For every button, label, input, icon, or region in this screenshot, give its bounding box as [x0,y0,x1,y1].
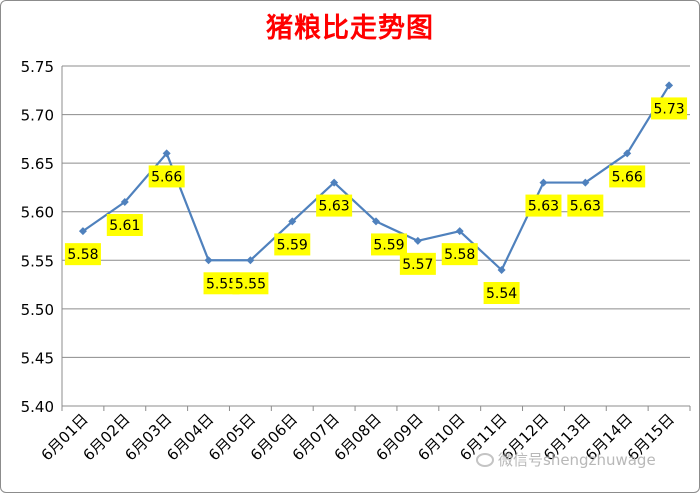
y-tick-label: 5.55 [21,252,54,270]
data-point [120,198,129,206]
data-label-box [148,165,185,188]
data-label-box [609,165,646,188]
wechat-icon [476,453,494,467]
data-label-box [371,233,407,256]
data-point [204,256,213,265]
data-label: 5.55 [235,276,266,292]
data-label: 5.59 [277,237,308,253]
data-label-box [567,194,604,217]
data-point [246,256,255,265]
data-label: 5.59 [373,237,404,253]
y-tick-label: 5.50 [21,301,54,319]
data-label: 5.55 [206,276,237,292]
data-label-box [525,194,562,217]
data-label: 5.63 [319,199,350,215]
data-point [581,178,590,187]
data-point [78,227,87,236]
y-tick-label: 5.40 [21,398,54,416]
data-label: 5.57 [402,257,433,273]
data-point [455,227,464,236]
data-label: 5.66 [151,169,182,185]
data-label: 5.58 [67,247,98,263]
data-point [497,266,506,274]
data-point [162,149,171,158]
y-tick-label: 5.60 [21,204,54,222]
data-point [539,178,548,187]
data-point [288,217,297,226]
data-label-box [651,97,688,120]
data-point [665,81,674,90]
data-label-box [274,233,311,256]
data-label-box [483,282,520,304]
data-label: 5.73 [653,101,684,117]
y-tick-label: 5.70 [21,107,54,125]
data-label-box [399,252,436,275]
data-label: 5.63 [528,199,559,215]
data-label: 5.58 [444,247,475,263]
data-label: 5.61 [109,218,140,234]
data-point [372,217,380,226]
data-label-box [316,194,353,217]
data-label-box [64,243,101,266]
data-label: 5.63 [570,199,601,215]
watermark-text: 微信号shengzhuwage [498,451,656,469]
data-label-box [232,272,269,295]
y-tick-label: 5.65 [21,155,54,173]
data-label-box [203,272,240,295]
data-label-box [441,243,478,266]
y-tick-label: 5.45 [21,349,54,367]
data-point [623,149,632,158]
watermark: 微信号shengzhuwage [476,449,656,470]
y-tick-label: 5.75 [21,58,54,76]
data-label-box [106,214,143,236]
data-point [330,178,339,187]
data-point [413,236,422,245]
data-label: 5.54 [486,286,517,302]
data-label: 5.66 [612,169,643,185]
chart-title: 猪粮比走势图 [266,13,434,44]
